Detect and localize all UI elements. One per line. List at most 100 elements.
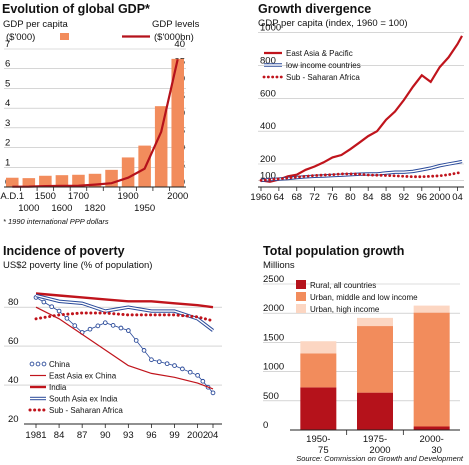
y-tick-label: 1000 [263,362,284,373]
y-tick-label: 40 [8,375,19,386]
x-tick-label: 2000- [420,434,444,445]
bar-segment-rural-all-countries [300,387,337,430]
left-tick-label: 4 [5,98,10,109]
x-tick-label: 96 [417,192,428,203]
data-point [56,308,62,314]
x-tick-label: 76 [327,192,338,203]
x-tick-label: 75 [318,445,329,456]
series-line-east-asia-pacific [260,35,463,183]
legend-swatch [41,361,47,367]
y-tick-label: 1500 [263,332,284,343]
bar-1000 [22,178,36,187]
data-point [149,357,154,363]
bar-segment-urban-middle-and-low-income [413,312,450,427]
legend-label: Urban, middle and low income [310,293,418,302]
data-point [41,299,47,305]
left-tick-label: 6 [5,59,10,70]
data-point [72,323,78,328]
y-tick-label: 2500 [263,274,284,285]
y-tick-label: 1000 [260,23,281,34]
panel-global-gdp: Evolution of global GDP* GDP per capita … [0,2,199,226]
x-tick-label: 04 [208,430,219,441]
line-series-gdp-levels [12,59,179,188]
chart-subtitle: GDP per capita (index, 1960 = 100) [258,18,408,29]
data-point [156,359,162,365]
panel-growth-divergence: Growth divergence GDP per capita (index,… [250,2,464,203]
legend: Rural, all countries Urban, middle and lo… [296,280,418,314]
chart-title: Evolution of global GDP* [2,2,150,16]
x-tick-label: 1500 [35,191,56,202]
bar-1500 [39,175,52,187]
bar-series-gdp-per-capita [6,58,184,187]
x-tick-label: 1950 [134,203,155,214]
bar-segment-urban-high-income [300,341,337,354]
y-tick-label: 20 [8,414,19,425]
x-tick-label: 80 [345,192,356,203]
y-tick-label: 80 [8,297,19,308]
chart-title: Incidence of poverty [3,244,125,258]
panel-total-population-growth: Total population growth Millions 2500 200… [263,244,464,463]
legend: China East Asia ex China India South Asia e… [28,360,123,415]
bar-segment-urban-high-income [357,317,393,327]
x-tick-label: 1700 [68,191,89,202]
legend-swatch [35,361,41,367]
x-tick-label: 2000 [369,445,390,456]
line-series [259,35,464,183]
line-series [33,292,216,396]
series-line-sub-saharan-africa [34,311,215,323]
data-point [87,326,93,332]
data-point [187,369,193,375]
data-point [49,304,55,310]
left-tick-labels: 76543210 [5,39,10,188]
bar-1973 [154,106,168,187]
data-point [64,315,70,321]
data-point [110,323,116,328]
legend-label: Sub - Saharan Africa [49,406,123,415]
bar-segment-rural-all-countries [413,426,450,430]
series-line-india [35,292,214,309]
data-point [133,338,139,343]
legend-label: low income countries [286,61,361,70]
left-tick-label: 3 [5,118,10,129]
x-tick-label: 30 [431,445,442,456]
data-point [180,366,185,372]
x-tick-label: 2002 [187,430,208,441]
x-tick-labels: 1950-75 1975-2000 2000-30 [306,430,444,456]
bar-segment-rural-all-countries [357,392,393,430]
x-tick-labels: A.D.1 1500 1700 1900 2000 1000 1600 1820 1950 [0,187,188,214]
legend-swatch-bar [60,33,69,40]
x-tick-label: 1820 [84,203,105,214]
left-tick-label: 5 [5,78,10,89]
x-tick-label: 1600 [51,203,72,214]
data-point [164,361,170,367]
x-tick-label: 1960 [250,192,271,203]
legend-label: Rural, all countries [310,281,376,290]
legend-swatch [296,292,306,301]
x-tick-label: 04 [452,192,463,203]
x-tick-label: 84 [54,430,65,441]
series-line-east-asia-ex-china [35,306,214,390]
y-tick-label: 600 [260,88,276,99]
y-tick-label: 400 [260,121,276,132]
source-note: Source: Commission on Growth and Develop… [296,454,464,463]
y-tick-labels: 1000 800 600 400 200 100 [260,23,281,182]
data-point [210,390,216,396]
x-tick-label: 2000 [429,192,450,203]
data-point [102,320,108,326]
x-tick-label: 1950- [306,434,330,445]
data-point [172,363,177,368]
right-axis-title: GDP levels [152,19,200,30]
gridlines [258,32,464,181]
bar-segment-urban-middle-and-low-income [300,353,337,388]
left-tick-label: 7 [5,39,10,50]
bar-1913 [121,157,135,187]
right-tick-label: 40 [174,39,185,50]
left-axis-unit: ($'000) [6,32,35,43]
y-tick-label: 200 [260,154,276,165]
y-tick-label: 60 [8,336,19,347]
chart-subtitle: US$2 poverty line (% of population) [3,260,152,271]
legend-label: East Asia ex China [49,372,117,381]
x-tick-label: 2000 [167,191,188,202]
series-line-inner [35,294,214,332]
